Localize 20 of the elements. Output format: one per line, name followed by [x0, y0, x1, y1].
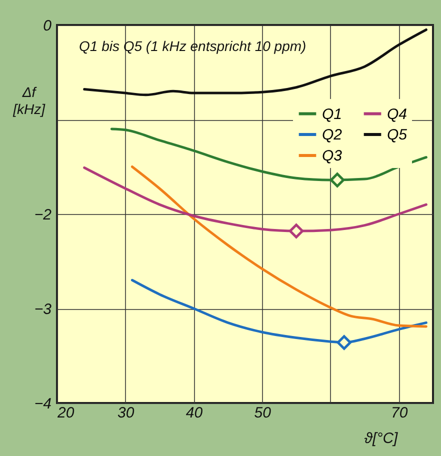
legend-label: Q2: [322, 126, 343, 144]
y-tick-label: −3: [34, 301, 52, 318]
y-axis-title: Δf [kHz]: [12, 84, 46, 118]
y-tick-label: −4: [34, 396, 52, 412]
point: [330, 172, 345, 188]
legend-label: Q5: [387, 126, 408, 144]
y-tick-label: 0: [43, 18, 52, 34]
x-tick-label: 20: [56, 404, 75, 422]
x-axis-title: ϑ[°C]: [364, 430, 399, 447]
point: [336, 335, 352, 350]
legend-label: Q4: [387, 106, 408, 123]
x-tick-label: 40: [186, 404, 204, 422]
x-tick-label: 50: [254, 404, 272, 422]
x-tick-label: 70: [390, 404, 408, 422]
point: [288, 224, 304, 238]
x-tick-label: 30: [118, 404, 135, 422]
y-tick-label: −2: [34, 206, 52, 224]
legend-label: Q3: [322, 148, 343, 164]
line-series: [130, 166, 428, 328]
legend-label: Q1: [322, 106, 342, 123]
